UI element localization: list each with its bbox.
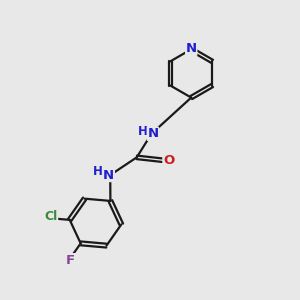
Text: O: O [163, 154, 174, 167]
Text: H: H [138, 125, 148, 138]
Text: N: N [186, 42, 197, 55]
Text: N: N [103, 169, 114, 182]
Text: F: F [66, 254, 75, 267]
Text: H: H [93, 165, 103, 178]
Text: Cl: Cl [44, 210, 58, 223]
Text: N: N [147, 127, 158, 140]
